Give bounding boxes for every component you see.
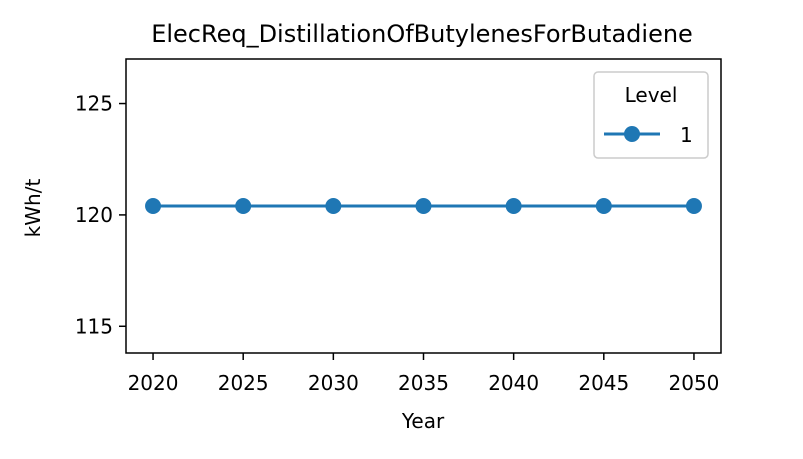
x-axis-label: Year xyxy=(401,409,445,433)
x-tick-label-0: 2020 xyxy=(128,371,179,395)
y-tick-label-1: 120 xyxy=(75,203,113,227)
x-tick-label-5: 2045 xyxy=(578,371,629,395)
data-point-0-4 xyxy=(505,198,522,214)
data-point-0-5 xyxy=(595,198,612,214)
x-tick-label-6: 2050 xyxy=(669,371,720,395)
x-tick-label-3: 2035 xyxy=(398,371,449,395)
plot-area xyxy=(145,198,702,214)
axes: 2020 2025 2030 2035 2040 2045 2050 115 120 125 xyxy=(75,58,722,395)
data-point-0-1 xyxy=(235,198,252,214)
chart-title: ElecReq_DistillationOfButylenesForButadi… xyxy=(151,20,693,48)
x-tick-label-1: 2025 xyxy=(218,371,269,395)
legend-entry-1: 1 xyxy=(680,123,693,147)
legend-marker-sample xyxy=(624,126,640,142)
legend: Level 1 xyxy=(593,71,709,159)
data-point-0-3 xyxy=(415,198,432,214)
x-tick-label-4: 2040 xyxy=(488,371,539,395)
legend-title: Level xyxy=(625,83,678,107)
y-tick-label-0: 115 xyxy=(75,314,113,338)
data-point-0-0 xyxy=(145,198,162,214)
data-point-0-6 xyxy=(685,198,702,214)
y-axis-label: kWh/t xyxy=(21,179,45,238)
y-tick-label-2: 125 xyxy=(75,92,113,116)
legend-box xyxy=(593,71,709,159)
x-tick-label-2: 2030 xyxy=(308,371,359,395)
data-point-0-2 xyxy=(325,198,342,214)
